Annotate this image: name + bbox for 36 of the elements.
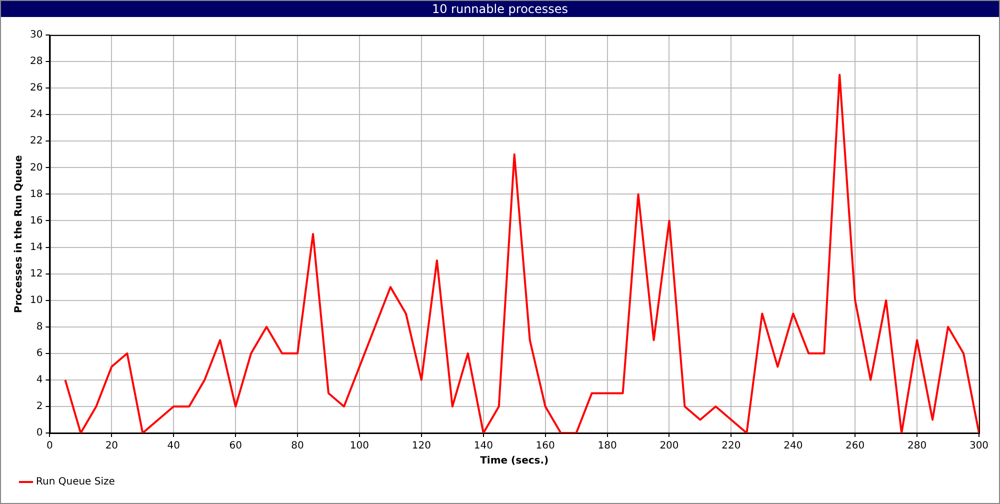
chart-title: 10 runnable processes xyxy=(1,1,999,17)
x-tick-label: 280 xyxy=(908,440,927,452)
x-tick-label: 60 xyxy=(229,440,242,452)
y-tick-label: 30 xyxy=(30,30,43,41)
y-tick-label: 18 xyxy=(30,188,43,200)
y-tick-label: 6 xyxy=(36,348,43,359)
y-tick-label: 8 xyxy=(36,321,43,332)
x-tick-label: 20 xyxy=(105,440,118,452)
x-tick-label: 120 xyxy=(412,440,431,452)
y-tick-label: 4 xyxy=(36,374,43,386)
x-tick-label: 260 xyxy=(846,440,865,452)
y-tick-label: 26 xyxy=(30,82,43,94)
y-tick-label: 0 xyxy=(36,428,43,439)
x-tick-label: 100 xyxy=(350,440,370,452)
y-tick-label: 22 xyxy=(30,136,43,147)
y-tick-label: 28 xyxy=(30,56,43,68)
x-tick-label: 160 xyxy=(536,440,555,452)
x-tick-label: 80 xyxy=(291,440,304,452)
y-tick-label: 10 xyxy=(30,294,43,306)
y-tick-label: 16 xyxy=(30,215,43,226)
x-tick-label: 40 xyxy=(167,440,180,452)
x-tick-label: 180 xyxy=(598,440,617,452)
y-tick-label: 20 xyxy=(30,162,43,174)
y-tick-label: 12 xyxy=(30,268,43,280)
y-tick-label: 2 xyxy=(36,401,43,412)
x-tick-label: 300 xyxy=(969,440,989,452)
y-axis-title: Processes in the Run Queue xyxy=(14,154,25,313)
x-tick-label: 200 xyxy=(660,440,679,452)
x-tick-label: 240 xyxy=(784,440,803,452)
x-tick-label: 0 xyxy=(46,440,53,452)
y-tick-label: 24 xyxy=(30,109,43,120)
x-axis-title: Time (secs.) xyxy=(480,456,549,467)
x-tick-label: 140 xyxy=(474,440,493,452)
legend-label: Run Queue Size xyxy=(36,476,115,488)
x-tick-label: 220 xyxy=(722,440,741,452)
y-tick-label: 14 xyxy=(30,242,43,253)
